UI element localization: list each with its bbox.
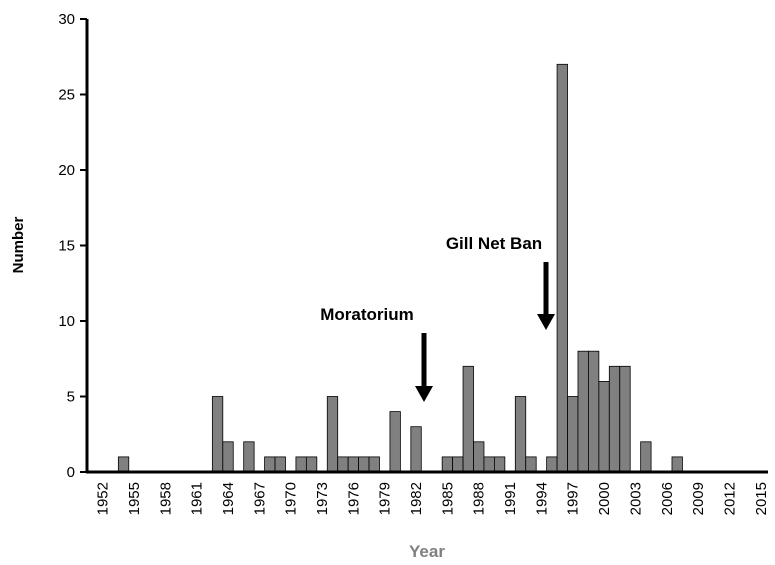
x-tick-label: 1985	[439, 482, 456, 515]
y-tick-label: 15	[58, 238, 75, 255]
x-tick-label: 2000	[596, 482, 613, 515]
x-tick-label: 2012	[721, 482, 738, 515]
arrow-head	[537, 314, 555, 330]
x-tick-label: 1961	[189, 482, 206, 515]
x-tick-label: 1982	[408, 482, 425, 515]
x-tick-label: 2015	[753, 482, 770, 515]
bar	[368, 456, 380, 473]
bar	[608, 365, 621, 473]
x-tick-label: 2009	[690, 482, 707, 515]
bar	[462, 365, 474, 473]
y-tick-label: 0	[67, 464, 75, 481]
y-axis-label: Number	[10, 217, 27, 274]
bar	[305, 456, 318, 473]
bar	[483, 456, 495, 473]
x-tick-label: 2003	[627, 482, 644, 515]
arrow-head	[415, 386, 433, 402]
bar	[243, 441, 255, 473]
x-tick-label: 1979	[377, 482, 394, 515]
x-tick-label: 1958	[157, 482, 174, 515]
bar	[514, 396, 527, 473]
bar	[410, 426, 422, 473]
x-axis-label: Year	[409, 542, 445, 561]
bar	[588, 350, 600, 473]
bar	[546, 456, 558, 473]
bar	[264, 456, 276, 473]
y-tick-label: 5	[67, 389, 75, 406]
x-tick-label: 1970	[283, 482, 300, 515]
bar	[473, 441, 485, 473]
bar	[567, 396, 579, 473]
bar	[640, 441, 652, 473]
bar	[619, 365, 631, 473]
y-tick-label: 10	[58, 313, 75, 330]
bar	[326, 396, 339, 473]
x-tick-label: 1952	[95, 482, 112, 515]
x-tick-label: 1967	[251, 482, 268, 515]
bar	[441, 456, 454, 473]
bar	[389, 411, 401, 473]
x-tick-label: 1988	[471, 482, 488, 515]
x-tick-label: 1964	[220, 482, 237, 515]
bar	[671, 456, 683, 473]
bar	[598, 380, 610, 473]
annotation: Gill Net Ban	[446, 234, 542, 253]
bar	[295, 456, 307, 473]
bar	[358, 456, 370, 473]
x-tick-label: 1994	[533, 482, 550, 515]
y-tick-label: 20	[58, 162, 75, 179]
bar	[577, 350, 589, 473]
annotation: Moratorium	[320, 305, 414, 324]
x-tick-label: 1955	[126, 482, 143, 515]
x-tick-label: 2006	[659, 482, 676, 515]
x-tick-label: 1973	[314, 482, 331, 515]
y-tick-label: 25	[58, 87, 75, 104]
y-tick-label: 30	[58, 11, 75, 28]
bar	[274, 456, 286, 473]
bar	[211, 396, 224, 473]
bar	[493, 456, 506, 473]
x-tick-label: 1991	[502, 482, 519, 515]
bar	[117, 456, 130, 473]
x-tick-label: 1997	[565, 482, 582, 515]
bar	[525, 456, 537, 473]
bar	[452, 456, 464, 473]
bar	[556, 63, 568, 473]
x-tick-label: 1976	[345, 482, 362, 515]
bar	[347, 456, 359, 473]
bar	[337, 456, 349, 473]
bar	[222, 441, 234, 473]
